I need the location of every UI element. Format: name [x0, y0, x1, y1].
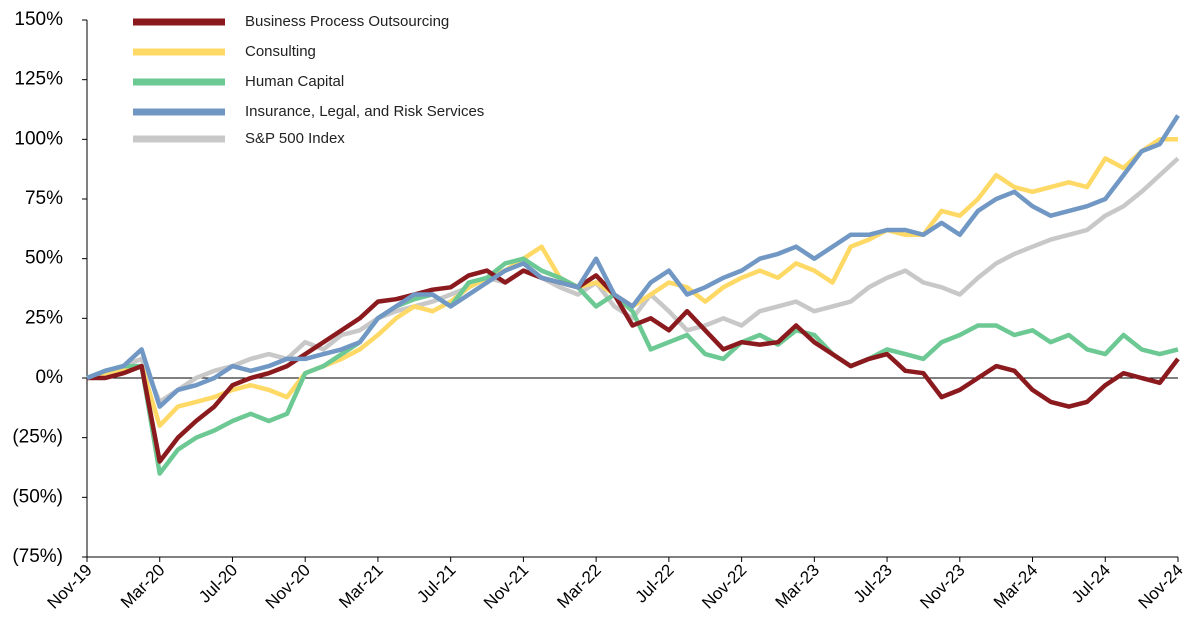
- legend-label: Insurance, Legal, and Risk Services: [245, 103, 484, 120]
- y-tick-label: 150%: [14, 9, 63, 30]
- y-tick-label: 125%: [14, 69, 63, 90]
- x-tick-label: Mar-20: [117, 560, 169, 612]
- x-tick-label: Jul-24: [1068, 560, 1114, 606]
- x-tick-label: Jul-22: [632, 560, 678, 606]
- x-tick-label: Nov-21: [480, 560, 532, 612]
- y-tick-label: 25%: [25, 307, 63, 328]
- x-tick-label: Nov-19: [44, 560, 96, 612]
- x-tick-label: Nov-20: [262, 560, 314, 612]
- y-tick-label: (25%): [12, 427, 63, 448]
- legend-label: Business Process Outsourcing: [245, 13, 449, 30]
- x-tick-label: Jul-20: [195, 560, 241, 606]
- legend-label: S&P 500 Index: [245, 130, 345, 147]
- y-tick-label: (50%): [12, 486, 63, 507]
- x-tick-label: Mar-23: [772, 560, 824, 612]
- x-tick-label: Mar-24: [990, 560, 1042, 612]
- series-line: [86, 114, 1180, 409]
- legend-label: Human Capital: [245, 73, 344, 90]
- y-tick-label: 100%: [14, 128, 63, 149]
- y-tick-label: 0%: [36, 367, 64, 388]
- x-tick-label: Nov-23: [916, 560, 968, 612]
- y-tick-label: 75%: [25, 188, 63, 209]
- y-tick-label: (75%): [12, 546, 63, 567]
- x-tick-label: Mar-21: [335, 560, 387, 612]
- y-tick-label: 50%: [25, 248, 63, 269]
- x-tick-label: Nov-24: [1135, 560, 1183, 612]
- x-tick-label: Jul-23: [850, 560, 896, 606]
- series-line: [86, 137, 1178, 428]
- x-tick-label: Mar-22: [553, 560, 605, 612]
- x-tick-label: Nov-22: [698, 560, 750, 612]
- series-line: [86, 156, 1180, 405]
- legend-label: Consulting: [245, 43, 316, 60]
- x-tick-label: Jul-21: [413, 560, 459, 606]
- series-line: [86, 256, 1179, 476]
- series-line: [87, 268, 1180, 464]
